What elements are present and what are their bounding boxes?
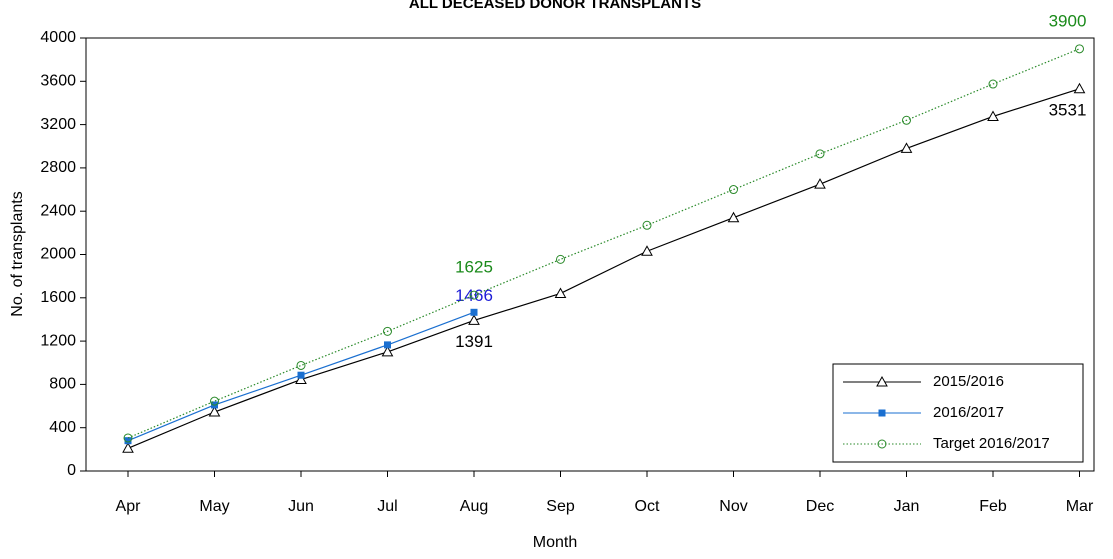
x-tick-label: Mar	[1066, 498, 1094, 515]
point	[902, 115, 911, 125]
data-label: 1391	[455, 332, 493, 351]
point	[814, 178, 826, 189]
y-tick-label: 2800	[40, 159, 76, 176]
legend-marker	[876, 375, 888, 387]
x-tick-label: Feb	[979, 498, 1007, 515]
y-tick-label: 0	[67, 462, 76, 479]
y-axis-label: No. of transplants	[9, 191, 26, 316]
series-line	[127, 88, 1080, 449]
data-label: 3531	[1049, 100, 1087, 119]
point	[122, 442, 134, 453]
point	[296, 360, 306, 370]
y-tick-label: 800	[49, 376, 76, 393]
point	[123, 433, 133, 443]
point	[988, 79, 998, 89]
point	[815, 149, 825, 159]
x-tick-label: Jun	[288, 498, 314, 515]
point	[642, 220, 652, 230]
x-tick-label: May	[199, 498, 229, 515]
point	[124, 437, 132, 445]
data-label: 3900	[1049, 11, 1087, 30]
x-tick-label: Nov	[719, 498, 747, 515]
point	[900, 142, 913, 153]
point	[641, 245, 653, 256]
point	[208, 405, 221, 417]
y-tick-label: 1200	[40, 332, 76, 349]
legend-marker	[877, 439, 887, 449]
point	[470, 308, 478, 316]
point	[384, 341, 391, 349]
x-tick-label: Apr	[116, 498, 142, 515]
chart-title: ALL DECEASED DONOR TRANSPLANTS	[409, 0, 701, 12]
x-tick-label: Jul	[377, 498, 397, 515]
y-tick-label: 3200	[40, 116, 76, 133]
series-line	[127, 48, 1080, 439]
legend-label: 2015/2016	[933, 373, 1004, 390]
x-tick-label: Aug	[460, 498, 488, 515]
point	[554, 287, 567, 298]
point	[210, 396, 219, 406]
y-tick-label: 4000	[40, 29, 76, 46]
point	[727, 211, 740, 223]
y-tick-label: 2400	[40, 202, 76, 219]
legend-marker	[878, 409, 886, 417]
x-tick-label: Jan	[894, 498, 920, 515]
legend-label: 2016/2017	[933, 404, 1004, 421]
data-label: 1625	[455, 258, 493, 277]
data-label: 1466	[455, 286, 493, 305]
x-axis-label: Month	[533, 534, 577, 551]
point	[729, 185, 738, 195]
point	[468, 314, 480, 325]
point	[556, 254, 565, 264]
x-tick-label: Dec	[806, 498, 834, 515]
x-tick-label: Sep	[546, 498, 575, 515]
point	[1075, 44, 1084, 54]
point	[383, 326, 392, 336]
legend-label: Target 2016/2017	[933, 435, 1050, 452]
point	[987, 110, 999, 121]
point	[295, 373, 307, 385]
y-tick-label: 1600	[40, 289, 76, 306]
y-tick-label: 2000	[40, 246, 76, 263]
x-tick-label: Oct	[635, 498, 660, 515]
point	[381, 345, 394, 357]
y-tick-label: 400	[49, 419, 76, 436]
point	[469, 290, 479, 300]
point	[297, 371, 305, 379]
point	[1073, 82, 1086, 94]
y-tick-label: 3600	[40, 73, 76, 90]
